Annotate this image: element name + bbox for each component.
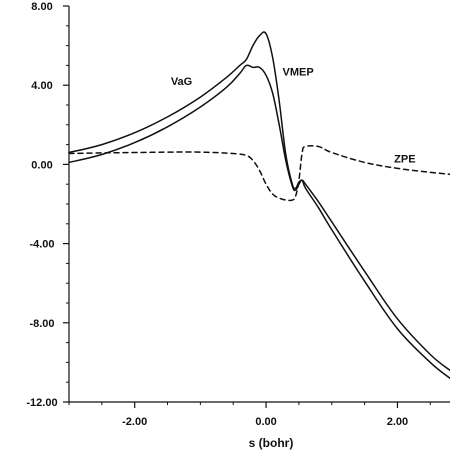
y-axis: 8.00 4.00 0.00 -4.00 -8.00 -12.00	[26, 1, 70, 409]
y-tick-label: -12.00	[26, 397, 57, 409]
x-axis-title: s (bohr)	[249, 436, 294, 450]
x-axis: -2.00 0.00 2.00 s (bohr)	[68, 401, 450, 450]
series-line-vmep	[68, 64, 450, 379]
x-tick-label: 0.00	[255, 416, 276, 428]
series-labels: VaG VMEP ZPE	[171, 66, 416, 165]
series-label-vag: VaG	[171, 76, 192, 88]
series-line-vag	[68, 31, 450, 372]
x-tick-label: 2.00	[387, 416, 408, 428]
y-tick-label: -8.00	[29, 318, 54, 330]
x-tick-label: -2.00	[122, 416, 147, 428]
y-tick-label: -4.00	[29, 239, 54, 251]
x-axis-ticks: -2.00 0.00 2.00	[68, 402, 431, 428]
y-axis-ticks: 8.00 4.00 0.00 -4.00 -8.00 -12.00	[26, 1, 69, 409]
y-tick-label: 8.00	[31, 1, 52, 13]
y-tick-label: 0.00	[31, 159, 52, 171]
y-tick-label: 4.00	[31, 80, 52, 92]
series-line-zpe	[68, 145, 450, 202]
series-layer	[68, 31, 450, 379]
series-label-vmep: VMEP	[282, 66, 313, 78]
series-label-zpe: ZPE	[394, 153, 415, 165]
